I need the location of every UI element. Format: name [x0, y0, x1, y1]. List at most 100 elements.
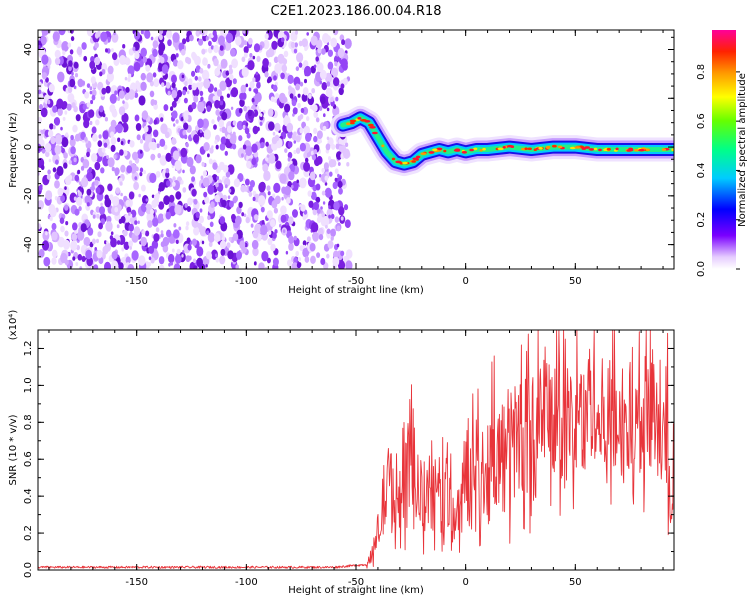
noise-speckle — [340, 83, 345, 89]
noise-speckle — [122, 100, 125, 104]
noise-speckle — [321, 215, 330, 227]
noise-speckle — [41, 148, 46, 154]
noise-speckle — [99, 71, 103, 77]
noise-speckle — [243, 46, 249, 54]
noise-speckle — [262, 163, 269, 173]
noise-speckle — [272, 84, 278, 92]
noise-speckle — [299, 177, 307, 189]
noise-speckle — [77, 46, 81, 51]
noise-speckle — [64, 110, 68, 115]
noise-speckle — [273, 182, 281, 193]
noise-speckle — [43, 256, 51, 267]
noise-speckle — [341, 39, 346, 46]
noise-speckle — [60, 225, 65, 233]
noise-speckle — [141, 110, 149, 120]
noise-speckle — [138, 95, 146, 106]
noise-speckle — [123, 195, 128, 202]
noise-speckle — [260, 224, 268, 236]
noise-speckle — [90, 76, 96, 84]
noise-speckle — [97, 140, 103, 148]
noise-speckle — [94, 56, 101, 66]
noise-speckle — [322, 33, 330, 44]
noise-speckle — [191, 176, 196, 182]
bottom-y-axis-label: SNR (10 * v/v) — [8, 414, 19, 485]
noise-speckle — [303, 65, 312, 77]
noise-speckle — [102, 130, 109, 140]
signal-hotspot — [368, 123, 374, 127]
noise-speckle — [110, 231, 114, 236]
noise-speckle — [318, 105, 323, 111]
noise-speckle — [107, 157, 115, 168]
noise-speckle — [334, 168, 339, 174]
noise-speckle — [78, 191, 82, 197]
noise-speckle — [163, 144, 168, 150]
noise-speckle — [195, 154, 202, 164]
noise-speckle — [96, 238, 99, 244]
noise-speckle — [100, 31, 108, 42]
noise-speckle — [229, 133, 237, 144]
noise-speckle — [228, 68, 233, 75]
signal-hotspot — [454, 148, 461, 151]
noise-speckle — [273, 207, 278, 214]
noise-speckle — [340, 250, 345, 257]
noise-speckle — [150, 208, 154, 215]
noise-speckle — [128, 212, 131, 216]
noise-speckle — [175, 254, 182, 264]
noise-speckle — [231, 58, 239, 69]
noise-speckle — [170, 261, 173, 266]
noise-speckle — [189, 165, 196, 175]
noise-speckle — [50, 136, 56, 145]
noise-speckle — [279, 223, 282, 228]
noise-speckle — [186, 156, 194, 168]
noise-speckle — [199, 90, 204, 96]
noise-speckle — [324, 175, 329, 181]
noise-speckle — [324, 72, 333, 83]
noise-speckle — [214, 253, 218, 258]
noise-speckle — [207, 63, 211, 69]
noise-speckle — [140, 47, 147, 57]
noise-speckle — [178, 42, 185, 51]
noise-speckle — [95, 119, 100, 126]
noise-speckle — [337, 173, 340, 178]
noise-speckle — [83, 155, 87, 160]
noise-speckle — [297, 55, 302, 62]
noise-speckle — [321, 167, 326, 173]
noise-speckle — [126, 165, 133, 174]
noise-speckle — [214, 99, 221, 109]
noise-speckle — [345, 142, 349, 148]
noise-speckle — [287, 74, 294, 84]
x-tick-label: -150 — [125, 577, 148, 588]
noise-speckle — [195, 30, 201, 37]
noise-speckle — [223, 177, 231, 187]
noise-speckle — [295, 66, 300, 72]
noise-speckle — [152, 40, 159, 49]
noise-speckle — [106, 215, 112, 224]
noise-speckle — [147, 220, 153, 228]
signal-hotspot — [606, 147, 611, 151]
noise-speckle — [315, 196, 321, 203]
noise-speckle — [84, 195, 91, 205]
noise-speckle — [175, 239, 179, 244]
signal-hotspot — [436, 147, 443, 151]
y-tick-label: 1.2 — [23, 341, 34, 357]
noise-speckle — [304, 256, 310, 263]
noise-speckle — [281, 196, 284, 201]
noise-speckle — [338, 206, 345, 216]
noise-speckle — [65, 132, 69, 137]
noise-speckle — [148, 262, 152, 267]
noise-speckle — [95, 187, 101, 194]
noise-speckle — [311, 154, 316, 161]
signal-hotspot — [645, 148, 650, 151]
noise-speckle — [293, 149, 297, 155]
noise-speckle — [289, 160, 293, 165]
noise-speckle — [268, 230, 272, 236]
signal-hotspot — [482, 147, 486, 151]
noise-speckle — [299, 81, 304, 87]
noise-speckle — [155, 227, 160, 233]
noise-speckle — [74, 208, 80, 216]
noise-speckle — [63, 239, 70, 250]
noise-speckle — [285, 250, 289, 255]
noise-speckle — [62, 50, 66, 56]
noise-speckle — [45, 190, 53, 201]
y-tick-label: 20 — [23, 92, 34, 105]
